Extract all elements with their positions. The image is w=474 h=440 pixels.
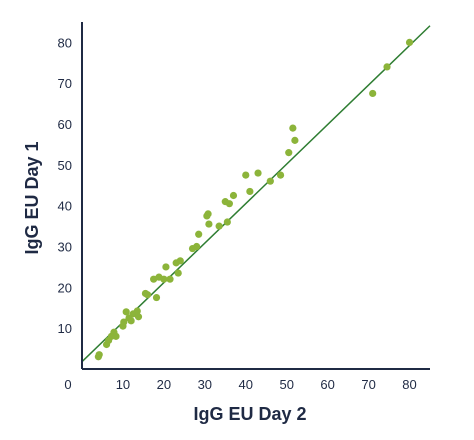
- data-point: [134, 313, 143, 321]
- data-point: [276, 171, 285, 179]
- data-point: [127, 317, 135, 325]
- x-axis-ticks: 0 10 20 30 40 50 60 70 80: [64, 377, 416, 392]
- x-tick-label: 70: [361, 377, 375, 392]
- data-point: [95, 351, 103, 359]
- data-point: [152, 293, 161, 302]
- data-point: [174, 269, 182, 277]
- data-point: [176, 257, 184, 265]
- data-point: [229, 191, 238, 200]
- x-tick-label: 30: [198, 377, 212, 392]
- x-tick-label: 0: [64, 377, 71, 392]
- data-point: [242, 171, 250, 179]
- data-point: [225, 200, 233, 208]
- data-points: [94, 38, 414, 361]
- y-tick-label: 40: [58, 199, 72, 214]
- data-point: [133, 307, 141, 315]
- y-tick-label: 10: [58, 321, 72, 336]
- x-tick-label: 60: [320, 377, 334, 392]
- data-point: [405, 38, 414, 47]
- data-point: [383, 63, 391, 71]
- data-point: [193, 242, 201, 251]
- y-tick-label: 70: [58, 76, 72, 91]
- data-point: [266, 177, 274, 185]
- data-point: [369, 89, 377, 98]
- x-tick-label: 20: [157, 377, 171, 392]
- data-point: [215, 222, 223, 230]
- data-point: [166, 275, 174, 283]
- y-tick-label: 60: [58, 117, 72, 132]
- data-point: [120, 318, 128, 326]
- data-point: [122, 308, 130, 316]
- data-point: [160, 275, 168, 283]
- data-point: [254, 169, 262, 177]
- data-point: [204, 210, 212, 218]
- data-point: [289, 124, 297, 132]
- y-axis-ticks: 10 20 30 40 50 60 70 80: [58, 35, 72, 336]
- y-tick-label: 80: [58, 35, 72, 50]
- data-point: [223, 218, 231, 226]
- data-point: [162, 263, 170, 271]
- data-point: [291, 136, 299, 144]
- data-point: [112, 332, 120, 340]
- x-tick-label: 40: [239, 377, 253, 392]
- x-tick-label: 10: [116, 377, 130, 392]
- data-point: [285, 149, 293, 157]
- plot-area: 0 10 20 30 40 50 60 70 80 10 20 30 40 50 60 70 80: [58, 22, 431, 392]
- x-axis-title: IgG EU Day 2: [193, 404, 306, 424]
- data-point: [143, 291, 152, 299]
- y-tick-label: 20: [58, 280, 72, 295]
- reference-line: [81, 25, 431, 363]
- y-tick-label: 50: [58, 158, 72, 173]
- data-point: [205, 220, 213, 228]
- data-point: [246, 187, 254, 196]
- x-tick-label: 50: [279, 377, 293, 392]
- y-tick-label: 30: [58, 240, 72, 255]
- x-tick-label: 80: [402, 377, 416, 392]
- y-axis-title: IgG EU Day 1: [22, 141, 42, 254]
- data-point: [195, 230, 203, 238]
